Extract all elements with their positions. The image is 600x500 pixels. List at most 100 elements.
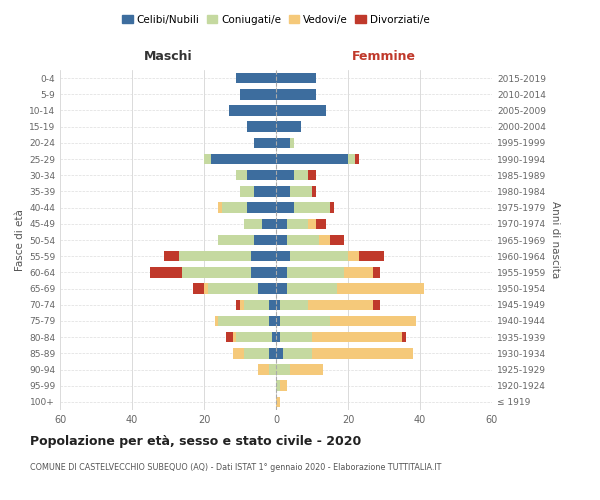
Bar xyxy=(330,316,416,326)
Bar xyxy=(294,170,308,180)
Text: Popolazione per età, sesso e stato civile - 2020: Popolazione per età, sesso e stato civil… xyxy=(30,435,361,448)
Bar xyxy=(276,267,287,278)
Bar xyxy=(276,348,283,358)
Bar xyxy=(276,170,294,180)
Bar xyxy=(308,300,373,310)
Bar xyxy=(236,332,272,342)
Bar xyxy=(258,284,276,294)
Bar xyxy=(218,234,254,246)
Bar xyxy=(276,300,280,310)
Bar xyxy=(280,300,308,310)
Bar xyxy=(276,396,280,407)
Bar xyxy=(402,332,406,342)
Bar xyxy=(240,186,254,196)
Bar xyxy=(276,186,290,196)
Bar xyxy=(244,348,269,358)
Bar xyxy=(276,154,348,164)
Bar xyxy=(276,122,301,132)
Bar xyxy=(254,234,276,246)
Bar xyxy=(287,234,319,246)
Bar xyxy=(276,89,316,100)
Bar xyxy=(262,218,276,229)
Bar xyxy=(312,348,413,358)
Bar xyxy=(211,154,276,164)
Text: Maschi: Maschi xyxy=(143,50,193,62)
Bar xyxy=(215,316,218,326)
Bar xyxy=(164,251,179,262)
Bar xyxy=(290,186,312,196)
Bar xyxy=(222,202,247,213)
Bar xyxy=(240,89,276,100)
Bar xyxy=(218,202,222,213)
Bar xyxy=(233,348,244,358)
Bar xyxy=(319,234,330,246)
Bar xyxy=(236,73,276,84)
Text: Femmine: Femmine xyxy=(352,50,416,62)
Bar xyxy=(269,364,276,375)
Bar xyxy=(348,251,359,262)
Bar xyxy=(182,267,251,278)
Bar xyxy=(269,316,276,326)
Bar xyxy=(280,380,287,391)
Bar xyxy=(258,364,269,375)
Bar xyxy=(355,154,359,164)
Bar xyxy=(226,332,233,342)
Bar xyxy=(276,138,290,148)
Bar xyxy=(316,218,326,229)
Bar xyxy=(312,332,402,342)
Bar xyxy=(294,202,330,213)
Bar xyxy=(276,251,290,262)
Bar xyxy=(373,300,380,310)
Bar xyxy=(276,364,290,375)
Bar xyxy=(276,316,280,326)
Bar xyxy=(348,154,355,164)
Bar xyxy=(204,284,208,294)
Bar xyxy=(254,186,276,196)
Bar xyxy=(312,186,316,196)
Bar xyxy=(337,284,424,294)
Text: COMUNE DI CASTELVECCHIO SUBEQUO (AQ) - Dati ISTAT 1° gennaio 2020 - Elaborazione: COMUNE DI CASTELVECCHIO SUBEQUO (AQ) - D… xyxy=(30,462,442,471)
Bar xyxy=(290,251,348,262)
Bar xyxy=(254,138,276,148)
Bar xyxy=(244,300,269,310)
Bar xyxy=(287,267,344,278)
Bar xyxy=(236,300,240,310)
Bar xyxy=(251,251,276,262)
Bar xyxy=(276,202,294,213)
Bar xyxy=(373,267,380,278)
Bar xyxy=(344,267,373,278)
Bar xyxy=(244,218,262,229)
Bar xyxy=(272,332,276,342)
Bar xyxy=(283,348,312,358)
Bar xyxy=(330,202,334,213)
Bar xyxy=(280,316,330,326)
Bar xyxy=(269,300,276,310)
Bar xyxy=(287,218,308,229)
Bar xyxy=(308,218,316,229)
Bar xyxy=(150,267,182,278)
Bar xyxy=(276,234,287,246)
Bar xyxy=(287,284,337,294)
Bar xyxy=(269,348,276,358)
Bar xyxy=(276,218,287,229)
Legend: Celibi/Nubili, Coniugati/e, Vedovi/e, Divorziati/e: Celibi/Nubili, Coniugati/e, Vedovi/e, Di… xyxy=(118,10,434,29)
Bar xyxy=(276,380,280,391)
Bar xyxy=(208,284,258,294)
Bar xyxy=(251,267,276,278)
Bar xyxy=(276,332,280,342)
Bar xyxy=(247,170,276,180)
Bar xyxy=(276,73,316,84)
Bar xyxy=(240,300,244,310)
Bar xyxy=(308,170,316,180)
Bar xyxy=(233,332,236,342)
Bar xyxy=(359,251,384,262)
Bar xyxy=(179,251,251,262)
Bar xyxy=(204,154,211,164)
Bar xyxy=(247,202,276,213)
Bar xyxy=(218,316,269,326)
Bar xyxy=(236,170,247,180)
Bar xyxy=(247,122,276,132)
Bar xyxy=(290,138,294,148)
Y-axis label: Fasce di età: Fasce di età xyxy=(15,209,25,271)
Bar xyxy=(280,332,312,342)
